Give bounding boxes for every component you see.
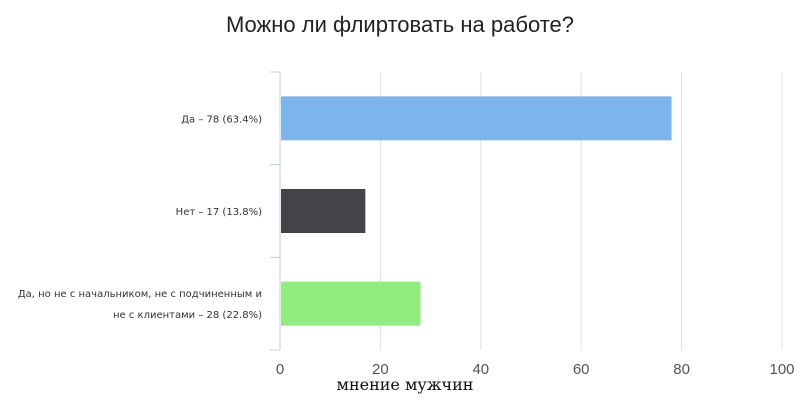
bars — [281, 96, 672, 326]
category-label: Да – 78 (63.4%) — [181, 114, 262, 125]
bar — [281, 96, 672, 141]
value-axis-ticks: 0 20 40 60 80 100 — [276, 361, 795, 378]
category-label-line: не с клиентами – 28 (22.8%) — [113, 310, 262, 321]
x-tick-label: 80 — [673, 361, 690, 378]
category-label: Да, но не с начальником, не с подчиненны… — [18, 289, 262, 321]
x-tick-label: 0 — [276, 361, 284, 378]
category-labels: Да – 78 (63.4%) Нет – 17 (13.8%) Да, но не… — [18, 114, 262, 321]
category-label-line: Да – 78 (63.4%) — [181, 114, 262, 125]
x-tick-label: 20 — [372, 361, 389, 378]
category-axis — [270, 71, 281, 351]
category-label-line: Нет – 17 (13.8%) — [176, 207, 262, 218]
category-label-line: Да, но не с начальником, не с подчиненны… — [18, 289, 262, 300]
chart-title: Можно ли флиртовать на работе? — [226, 12, 574, 37]
x-tick-label: 40 — [472, 361, 489, 378]
bar — [281, 189, 366, 233]
x-tick-label: 100 — [769, 361, 794, 378]
chart-caption: мнение мужчин — [337, 375, 474, 394]
x-tick-label: 60 — [573, 361, 590, 378]
category-label: Нет – 17 (13.8%) — [176, 207, 262, 218]
bar — [281, 281, 421, 326]
